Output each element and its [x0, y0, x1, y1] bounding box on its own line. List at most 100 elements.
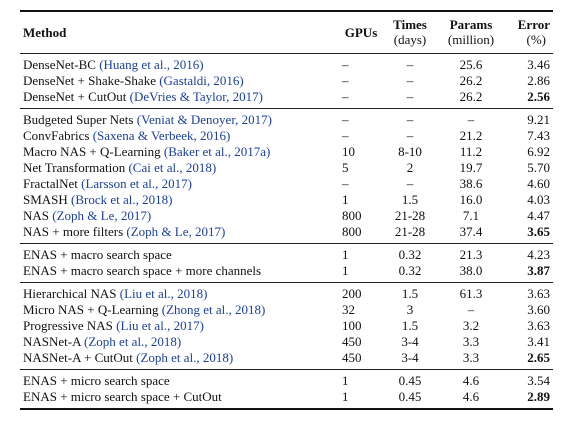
table-row: Progressive NAS (Liu et al., 2017) 100 1.5…: [20, 318, 553, 334]
cell-gpus: 10: [342, 144, 355, 159]
table-row: Macro NAS + Q-Learning (Baker et al., 20…: [20, 144, 553, 160]
cell-params: 3.3: [462, 350, 480, 365]
method-name: FractalNet: [23, 176, 82, 191]
citation-link[interactable]: (Zoph & Le, 2017): [52, 208, 152, 223]
table-row: NASNet-A + CutOut (Zoph et al., 2018) 450…: [20, 350, 553, 370]
cell-params: 37.4: [459, 224, 483, 239]
cell-gpus: 5: [342, 160, 349, 175]
cell-params: 19.7: [459, 160, 483, 175]
cell-method: Budgeted Super Nets (Veniat & Denoyer, 2…: [20, 109, 338, 129]
cell-gpus: –: [342, 73, 349, 88]
cell-params: 25.6: [459, 57, 483, 72]
header-times-title: Times: [393, 17, 427, 32]
cell-error: 3.63: [527, 286, 550, 301]
cell-gpus: 1: [342, 192, 349, 207]
cell-error: 2.65: [527, 350, 550, 365]
cell-error: 2.89: [527, 389, 550, 404]
table-row: ConvFabrics (Saxena & Verbeek, 2016) – –21…: [20, 128, 553, 144]
cell-gpus: 800: [342, 208, 362, 223]
citation-link[interactable]: (Baker et al., 2017a): [163, 144, 271, 159]
cell-params: 11.2: [459, 144, 483, 159]
citation-link[interactable]: (Gastaldi, 2016): [159, 73, 244, 88]
citation-link[interactable]: (Liu et al., 2018): [119, 286, 208, 301]
citation-link[interactable]: (Zoph & Le, 2017): [126, 224, 226, 239]
citation-link[interactable]: (Cai et al., 2018): [128, 160, 217, 175]
table-group: Budgeted Super Nets (Veniat & Denoyer, 2…: [20, 108, 553, 244]
method-name: DenseNet + CutOut: [23, 89, 130, 104]
cell-method: ConvFabrics (Saxena & Verbeek, 2016): [20, 128, 338, 144]
cell-method: ENAS + macro search space: [20, 244, 338, 264]
cell-error: 4.23: [527, 247, 550, 262]
method-name: Hierarchical NAS: [23, 286, 120, 301]
header-params-unit: (million): [447, 32, 495, 47]
citation-link[interactable]: (Brock et al., 2018): [71, 192, 173, 207]
cell-gpus: 100: [342, 318, 362, 333]
header-gpus: GPUs: [344, 24, 378, 40]
citation-link[interactable]: (Huang et al., 2016): [99, 57, 204, 72]
citation-link[interactable]: (DeVries & Taylor, 2017): [129, 89, 263, 104]
cell-error: 6.92: [527, 144, 550, 159]
method-name: NAS: [23, 208, 53, 223]
method-name: ENAS + micro search space + CutOut: [23, 389, 222, 404]
cell-gpus: –: [342, 128, 349, 143]
cell-gpus: 450: [342, 350, 362, 365]
table-row: ENAS + macro search space 1 0.32 21.3 4.23: [20, 244, 553, 264]
table-row: SMASH (Brock et al., 2018) 1 1.5 16.0 4.03: [20, 192, 553, 208]
results-table: Method GPUs Times (days) Params (million…: [20, 10, 553, 410]
table-row: NASNet-A (Zoph et al., 2018) 450 3-4 3.3 3.4…: [20, 334, 553, 350]
cell-times: –: [406, 128, 414, 143]
cell-error: 5.70: [527, 160, 550, 175]
cell-params: –: [467, 302, 475, 317]
method-name: Macro NAS + Q-Learning: [23, 144, 164, 159]
table-row: DenseNet + CutOut (DeVries & Taylor, 201…: [20, 89, 553, 109]
cell-times: 3-4: [401, 350, 419, 365]
citation-link[interactable]: (Veniat & Denoyer, 2017): [136, 112, 272, 127]
cell-gpus: 1: [342, 247, 349, 262]
cell-method: Micro NAS + Q-Learning (Zhong et al., 20…: [20, 302, 338, 318]
cell-params: 38.0: [459, 263, 483, 278]
citation-link[interactable]: (Saxena & Verbeek, 2016): [92, 128, 231, 143]
citation-link[interactable]: (Zoph et al., 2018): [136, 350, 234, 365]
header-error-unit: (%): [526, 32, 547, 47]
cell-error: 2.56: [527, 89, 550, 104]
cell-times: 0.32: [398, 247, 422, 262]
table-group: ENAS + micro search space 1 0.45 4.6 3.54 ENA…: [20, 369, 553, 409]
cell-method: DenseNet-BC (Huang et al., 2016): [20, 54, 338, 74]
method-name: Net Transformation: [23, 160, 129, 175]
cell-params: 38.6: [459, 176, 483, 191]
header-error: Error (%): [506, 11, 553, 54]
cell-times: 0.45: [398, 373, 422, 388]
table-row: ENAS + macro search space + more channel…: [20, 263, 553, 283]
method-name: SMASH: [23, 192, 72, 207]
citation-link[interactable]: (Zhong et al., 2018): [161, 302, 266, 317]
cell-error: 4.47: [527, 208, 550, 223]
method-name: Micro NAS + Q-Learning: [23, 302, 162, 317]
table-row: Micro NAS + Q-Learning (Zhong et al., 20…: [20, 302, 553, 318]
citation-link[interactable]: (Zoph et al., 2018): [84, 334, 182, 349]
cell-times: 2: [406, 160, 414, 175]
cell-method: Progressive NAS (Liu et al., 2017): [20, 318, 338, 334]
cell-error: 9.21: [527, 112, 550, 127]
header-params: Params (million): [436, 11, 506, 54]
method-name: NASNet-A + CutOut: [23, 350, 137, 365]
cell-times: 21-28: [394, 208, 426, 223]
cell-gpus: 1: [342, 389, 349, 404]
cell-gpus: –: [342, 57, 349, 72]
cell-method: NAS + more filters (Zoph & Le, 2017): [20, 224, 338, 244]
cell-method: NAS (Zoph & Le, 2017): [20, 208, 338, 224]
citation-link[interactable]: (Larsson et al., 2017): [81, 176, 192, 191]
cell-times: –: [406, 57, 414, 72]
cell-times: 8-10: [398, 144, 422, 159]
cell-times: 3: [406, 302, 414, 317]
cell-times: 0.45: [398, 389, 422, 404]
cell-gpus: 32: [342, 302, 355, 317]
citation-link[interactable]: (Liu et al., 2017): [116, 318, 204, 333]
cell-method: DenseNet + CutOut (DeVries & Taylor, 201…: [20, 89, 338, 109]
header-method: Method: [23, 24, 67, 40]
method-name: NAS + more filters: [23, 224, 127, 239]
method-name: NASNet-A: [23, 334, 85, 349]
cell-times: 0.32: [398, 263, 422, 278]
cell-method: Hierarchical NAS (Liu et al., 2018): [20, 283, 338, 303]
table-row: NAS (Zoph & Le, 2017) 800 21-28 7.1 4.47: [20, 208, 553, 224]
cell-params: 61.3: [459, 286, 483, 301]
